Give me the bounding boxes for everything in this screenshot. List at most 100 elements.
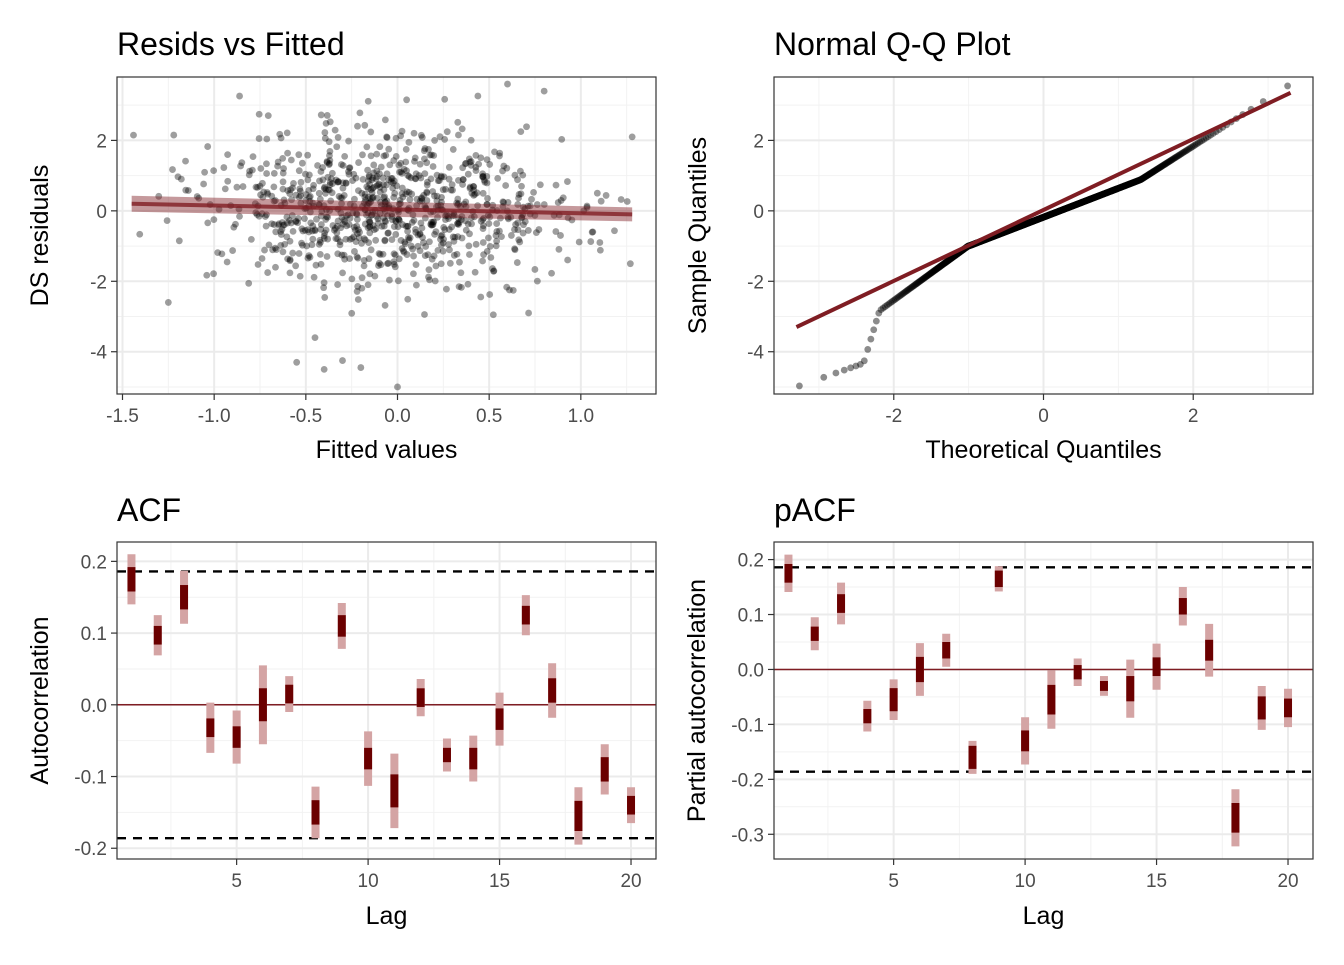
qq-point (1039, 213, 1047, 221)
qq-point (867, 335, 875, 343)
resid-point (317, 212, 325, 220)
qq-point (1084, 196, 1091, 204)
resid-panel-border (116, 76, 657, 395)
resid-point (468, 189, 476, 197)
resid-point (363, 183, 371, 191)
qq-point (1045, 211, 1053, 219)
qq-point (1127, 180, 1135, 187)
qq-point (1012, 224, 1020, 232)
qq-point (1165, 158, 1173, 166)
qq-point (1032, 216, 1040, 224)
resid-point (475, 160, 483, 168)
qq-point (945, 256, 953, 264)
resid-point (384, 229, 392, 237)
qq-point (1137, 176, 1145, 183)
resid-point (348, 309, 356, 317)
acf-x-axis-label: Lag (366, 902, 408, 930)
qq-point (1052, 208, 1060, 216)
resid-point (294, 214, 302, 222)
resid-point (617, 196, 625, 203)
qq-point (1128, 179, 1136, 187)
qq-point (1063, 204, 1071, 212)
resid-point (312, 261, 320, 269)
resid-point (459, 181, 466, 188)
qq-point (1141, 173, 1149, 181)
resid-point (311, 227, 319, 235)
qq-point (1159, 162, 1166, 170)
resid-point (284, 149, 291, 157)
qq-point (1100, 190, 1107, 198)
qq-point (1015, 223, 1023, 230)
resid-point (449, 212, 457, 220)
qq-point (1030, 217, 1038, 225)
resid-point (381, 193, 388, 201)
qq-point (1031, 216, 1039, 224)
qq-point (1065, 203, 1073, 211)
resid-point (500, 162, 508, 170)
resid-point (368, 211, 376, 219)
resid-point (233, 183, 241, 191)
resid-point (358, 189, 366, 197)
resid-point (455, 215, 462, 223)
qq-point (1025, 219, 1033, 227)
resid-point (467, 136, 475, 144)
resid-point (450, 251, 458, 259)
resid-point (597, 197, 605, 205)
resid-point (338, 200, 345, 208)
acf-x-tick-label: 15 (489, 871, 510, 892)
resid-point (364, 199, 372, 207)
qq-point (1171, 154, 1179, 162)
resid-point (288, 196, 295, 204)
qq-point (1033, 216, 1041, 224)
qq-point (870, 326, 878, 334)
qq-point (1043, 212, 1051, 220)
qq-point (877, 306, 885, 313)
qq-point (1045, 211, 1053, 219)
resid-point (611, 227, 618, 235)
qq-point (1082, 197, 1090, 205)
resid-point (305, 193, 313, 201)
resid-point (184, 187, 192, 194)
resid-point (395, 200, 403, 208)
resid-point (297, 192, 305, 199)
resid-point (479, 225, 487, 232)
qq-point (1115, 184, 1123, 192)
resid-point (448, 223, 456, 231)
resid-point (517, 190, 525, 198)
resid-point (204, 219, 212, 227)
resid-point (270, 183, 278, 191)
resid-point (258, 255, 266, 262)
resid-point (359, 175, 367, 183)
resid-point (314, 162, 321, 169)
resid-point (398, 245, 406, 252)
resid-point (358, 239, 365, 247)
qq-point (1045, 211, 1053, 219)
qq-point (1186, 144, 1194, 152)
qq-point (1040, 213, 1048, 221)
qq-point (875, 309, 883, 317)
qq-point (881, 303, 889, 310)
resid-point (369, 194, 376, 202)
resid-point (366, 180, 374, 188)
acf-y-tick-label: -0.1 (74, 768, 107, 789)
resid-point (289, 249, 297, 257)
qq-point (1015, 223, 1022, 231)
qq-point (1063, 204, 1071, 212)
resid-point (309, 222, 317, 230)
qq-point (1039, 213, 1047, 221)
qq-point (1077, 199, 1085, 207)
resid-point (348, 235, 356, 242)
qq-point (1154, 165, 1161, 173)
resid-point (331, 225, 339, 232)
qq-point (1173, 153, 1181, 160)
qq-point (1045, 211, 1052, 219)
resid-point (321, 183, 329, 191)
qq-point (1140, 174, 1148, 182)
resid-point (269, 246, 277, 254)
resid-point (353, 222, 361, 230)
qq-point (1070, 202, 1078, 209)
qq-point (1048, 210, 1056, 218)
qq-point (1167, 157, 1174, 165)
qq-x-tick-label: 2 (1188, 406, 1199, 427)
resid-point (353, 288, 361, 295)
